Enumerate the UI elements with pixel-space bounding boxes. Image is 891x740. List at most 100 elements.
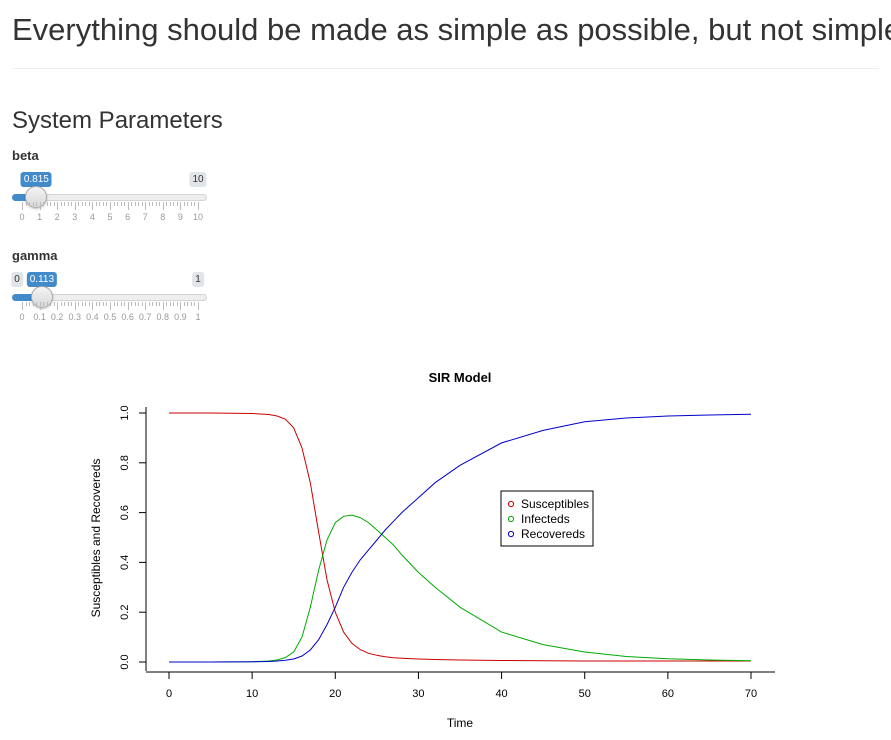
beta-slider-ticks: 0 1 2 3 4 5 6 7 8 9 10 [12,202,208,228]
x-tick-label: 20 [329,688,341,700]
beta-minor-tick-mark [106,202,108,206]
gamma-minor-tick-mark [67,302,69,306]
y-tick-label: 0.2 [119,605,131,620]
beta-minor-tick-mark [81,202,83,206]
beta-tick-mark [198,202,199,210]
beta-minor-tick-mark [190,202,192,206]
beta-tick-mark [22,202,23,210]
x-tick-label: 70 [745,688,757,700]
beta-minor-tick-mark [29,202,31,206]
gamma-tick-mark [198,302,199,310]
gamma-tick-label: 0.7 [138,312,152,322]
gamma-slider-label: gamma [12,248,58,263]
gamma-tick-mark [39,302,41,310]
beta-tick-mark [180,202,182,210]
gamma-tick-mark [74,302,76,310]
beta-minor-tick-mark [120,202,122,206]
gamma-minor-tick-mark [159,302,161,306]
beta-minor-tick-mark [117,202,119,206]
gamma-value-bubble: 0.113 [26,272,58,287]
x-tick-label: 0 [166,688,172,700]
beta-minor-tick-mark [155,202,157,206]
beta-tick-mark [74,202,76,210]
beta-minor-tick-mark [138,202,140,206]
legend-marker-susceptibles [507,500,515,508]
gamma-minor-tick-mark [134,302,136,306]
beta-minor-tick-mark [131,202,133,206]
gamma-tick-label: 0.3 [68,312,82,322]
gamma-minor-tick-mark [32,302,34,306]
beta-minor-tick-mark [152,202,154,206]
legend-marker-infecteds [507,515,515,523]
x-tick-label: 60 [662,688,674,700]
gamma-minor-tick-mark [102,302,104,306]
gamma-tick-label: 0.4 [86,312,99,322]
gamma-tick-label: 0.6 [121,312,134,322]
beta-tick-mark [127,202,129,210]
gamma-minor-tick-mark [176,302,178,306]
gamma-minor-tick-mark [46,302,48,306]
y-tick-label: 1.0 [119,405,131,420]
page-title: Everything should be made as simple as p… [12,12,891,47]
beta-minor-tick-mark [124,202,126,206]
beta-minor-tick-mark [78,202,80,206]
gamma-minor-tick-mark [131,302,133,306]
gamma-minor-tick-mark [60,302,62,306]
beta-minor-tick-mark [102,202,104,206]
gamma-minor-tick-mark [43,302,45,306]
gamma-tick-mark [145,302,147,310]
beta-minor-tick-mark [50,202,52,206]
beta-minor-tick-mark [46,202,48,206]
x-tick-label: 40 [495,688,507,700]
legend-box [500,490,594,547]
beta-minor-tick-mark [36,202,38,206]
series-line-recovereds [169,413,752,663]
gamma-slider[interactable]: gamma 0 1 0.113 0 0.1 0.2 0.3 0.4 0.5 0.6 0.7 0.… [11,248,208,328]
beta-minor-tick-mark [113,202,115,206]
beta-minor-tick-mark [169,202,171,206]
gamma-tick-label: 0.1 [33,312,46,322]
gamma-minor-tick-mark [124,302,126,306]
gamma-minor-tick-mark [25,302,27,306]
beta-minor-tick-mark [194,202,196,206]
x-tick-label: 30 [412,688,424,700]
gamma-min-bubble: 0 [11,272,23,287]
beta-minor-tick-mark [134,202,136,206]
gamma-minor-tick-mark [141,302,143,306]
gamma-minor-tick-mark [173,302,175,306]
beta-minor-tick-mark [32,202,34,206]
y-axis-label: Susceptibles and Recovereds [89,459,103,618]
gamma-minor-tick-mark [85,302,87,306]
gamma-minor-tick-mark [64,302,66,306]
gamma-minor-tick-mark [187,302,189,306]
beta-slider[interactable]: beta 0 10 0.815 0 1 2 3 4 5 6 7 8 9 10 [12,148,208,228]
beta-tick-label: 1 [37,212,43,222]
beta-tick-label: 10 [192,212,204,222]
gamma-minor-tick-mark [194,302,196,306]
gamma-tick-label: 0.2 [50,312,64,322]
beta-tick-mark [92,202,94,210]
legend-label-susceptibles: Susceptibles [521,497,589,511]
gamma-minor-tick-mark [155,302,157,306]
beta-tick-label: 7 [142,212,148,222]
beta-minor-tick-mark [187,202,189,206]
gamma-tick-label: 0.9 [174,312,187,322]
gamma-tick-mark [57,302,59,310]
beta-minor-tick-mark [95,202,97,206]
beta-tick-label: 2 [54,212,60,222]
gamma-minor-tick-mark [148,302,150,306]
gamma-tick-label: 0.8 [156,312,170,322]
beta-tick-label: 0 [19,212,25,222]
gamma-tick-mark [92,302,94,310]
beta-slider-handle[interactable] [25,186,48,208]
beta-tick-mark [57,202,59,210]
beta-tick-label: 3 [72,212,78,222]
y-tick-label: 0.4 [119,555,131,570]
y-tick-label: 0.6 [119,505,131,520]
gamma-minor-tick-mark [78,302,80,306]
beta-minor-tick-mark [176,202,178,206]
beta-max-bubble: 10 [189,172,207,187]
beta-tick-label: 5 [107,212,113,222]
beta-minor-tick-mark [85,202,87,206]
gamma-minor-tick-mark [81,302,83,306]
